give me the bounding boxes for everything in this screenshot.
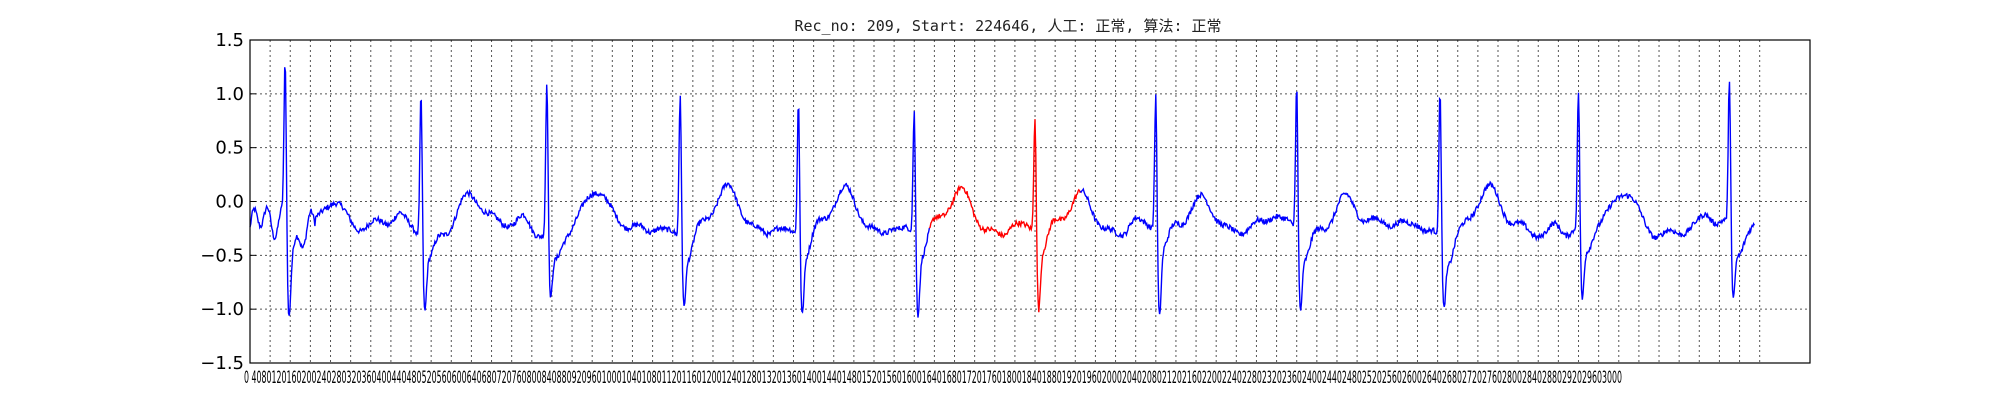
series-layer <box>249 67 1756 318</box>
ecg-trace-after <box>1079 81 1756 315</box>
ecg-trace-before <box>249 67 931 318</box>
y-tick-label: −0.5 <box>200 245 244 266</box>
y-tick-label: −1.0 <box>200 299 244 320</box>
chart-title: Rec_no: 209, Start: 224646, 人工: 正常, 算法: … <box>794 17 1221 35</box>
y-tick-label: 1.0 <box>215 84 244 105</box>
y-tick-label: 1.5 <box>215 30 244 51</box>
y-tick-label: 0.5 <box>215 138 244 159</box>
y-tick-label: −1.5 <box>200 353 244 374</box>
y-tick-label: 0.0 <box>215 192 244 213</box>
x-axis-tick-labels: 0 40801201602002402803203604004404805205… <box>244 368 1622 388</box>
y-axis: 1.5 1.0 0.5 0.0 −0.5 −1.0 −1.5 <box>200 30 256 374</box>
ecg-trace-highlight <box>928 119 1081 313</box>
grid-layer <box>249 39 1810 364</box>
